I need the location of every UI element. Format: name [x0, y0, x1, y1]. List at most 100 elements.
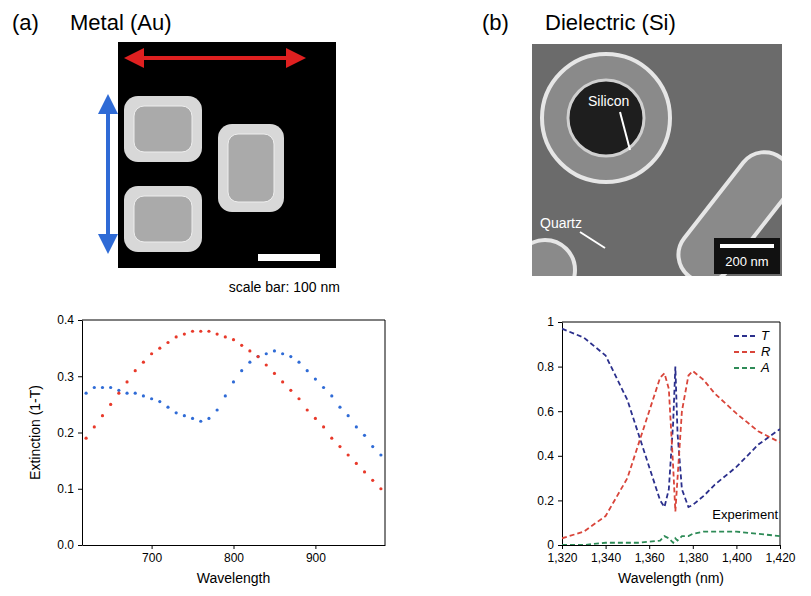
y-tick-mark	[558, 322, 562, 323]
arrow-head	[98, 94, 118, 114]
data-point	[117, 389, 120, 392]
y-tick-mark	[78, 489, 82, 490]
data-point	[191, 417, 194, 420]
data-point	[281, 380, 284, 383]
y-tick-label: 0	[547, 538, 554, 552]
data-point	[224, 335, 227, 338]
y-tick: 0.4	[537, 449, 562, 463]
x-axis-title: Wavelength (nm)	[618, 570, 724, 586]
data-point	[84, 392, 87, 395]
y-tick-mark	[558, 545, 562, 546]
data-point	[183, 414, 186, 417]
data-point	[273, 372, 276, 375]
data-point	[248, 361, 251, 364]
x-tick: 800	[224, 545, 244, 565]
particle	[124, 186, 202, 252]
data-point	[256, 355, 259, 358]
x-tick-label: 800	[224, 551, 244, 565]
data-point	[314, 417, 317, 420]
data-point	[199, 420, 202, 423]
y-tick-label: 0.4	[57, 313, 74, 327]
x-tick-mark	[315, 545, 316, 549]
particle	[124, 96, 202, 162]
arrow-head	[98, 234, 118, 254]
y-tick: 0.8	[537, 360, 562, 374]
annotation: Experiment	[712, 507, 778, 522]
data-point	[142, 361, 145, 364]
x-tick: 900	[306, 545, 326, 565]
x-tick-label: 1,400	[722, 551, 752, 565]
y-tick: 0	[547, 538, 562, 552]
y-tick: 0.4	[57, 313, 82, 327]
arrow-head	[286, 48, 306, 68]
x-tick: 1,340	[591, 545, 621, 565]
data-point	[355, 462, 358, 465]
y-tick-label: 0.1	[57, 482, 74, 496]
y-axis: 00.20.40.60.81	[537, 315, 562, 552]
data-line	[562, 371, 780, 538]
y-tick: 0.6	[537, 405, 562, 419]
y-tick-label: 0.2	[57, 426, 74, 440]
y-tick-mark	[78, 433, 82, 434]
x-tick-label: 700	[142, 551, 162, 565]
data-point	[355, 425, 358, 428]
y-tick-label: 0.0	[57, 538, 74, 552]
ring-edge	[542, 54, 670, 182]
y-tick-label: 0.3	[57, 370, 74, 384]
y-tick-label: 0.4	[537, 449, 554, 463]
x-tick: 1,420	[765, 545, 795, 565]
y-tick-label: 0.2	[537, 494, 554, 508]
data-point	[363, 470, 366, 473]
data-point	[101, 386, 104, 389]
data-point	[265, 352, 268, 355]
data-point	[125, 392, 128, 395]
micrograph	[98, 42, 336, 268]
data-point	[371, 445, 374, 448]
data-point	[158, 347, 161, 350]
x-tick-mark	[649, 545, 650, 549]
data-point	[93, 386, 96, 389]
data-point	[338, 445, 341, 448]
data-point	[330, 394, 333, 397]
data-point	[84, 437, 87, 440]
data-point	[297, 361, 300, 364]
x-tick-mark	[736, 545, 737, 549]
data-point	[101, 414, 104, 417]
arrow	[106, 110, 110, 238]
x-tick-label: 1,320	[547, 551, 577, 565]
plot-marks	[84, 330, 382, 491]
y-tick: 0.1	[57, 482, 82, 496]
ring-hole	[568, 80, 644, 156]
y-tick-mark	[78, 320, 82, 321]
data-point	[191, 330, 194, 333]
particle	[218, 124, 284, 212]
data-point	[134, 392, 137, 395]
data-point	[273, 349, 276, 352]
data-point	[150, 352, 153, 355]
x-tick-label: 1,360	[635, 551, 665, 565]
y-tick: 0.3	[57, 370, 82, 384]
data-point	[265, 363, 268, 366]
data-point	[166, 406, 169, 409]
plot-marks	[562, 329, 780, 545]
data-point	[142, 394, 145, 397]
x-tick: 700	[142, 545, 162, 565]
x-tick-label: 1,380	[678, 551, 708, 565]
data-point	[93, 425, 96, 428]
data-point	[306, 408, 309, 411]
y-tick-mark	[558, 500, 562, 501]
data-point	[322, 425, 325, 428]
data-point	[158, 400, 161, 403]
data-point	[207, 330, 210, 333]
y-axis-title: Extinction (1-T)	[27, 385, 43, 480]
panel-title: Dielectric (Si)	[545, 10, 676, 35]
data-point	[314, 377, 317, 380]
y-tick-mark	[78, 545, 82, 546]
y-tick-label: 0.8	[537, 360, 554, 374]
data-point	[347, 453, 350, 456]
data-point	[125, 380, 128, 383]
y-tick: 0.2	[57, 426, 82, 440]
particle-core	[134, 196, 192, 242]
y-axis: 0.0 0.1 0.2 0.3 0.4	[57, 313, 82, 552]
legend-swatch	[734, 367, 756, 369]
